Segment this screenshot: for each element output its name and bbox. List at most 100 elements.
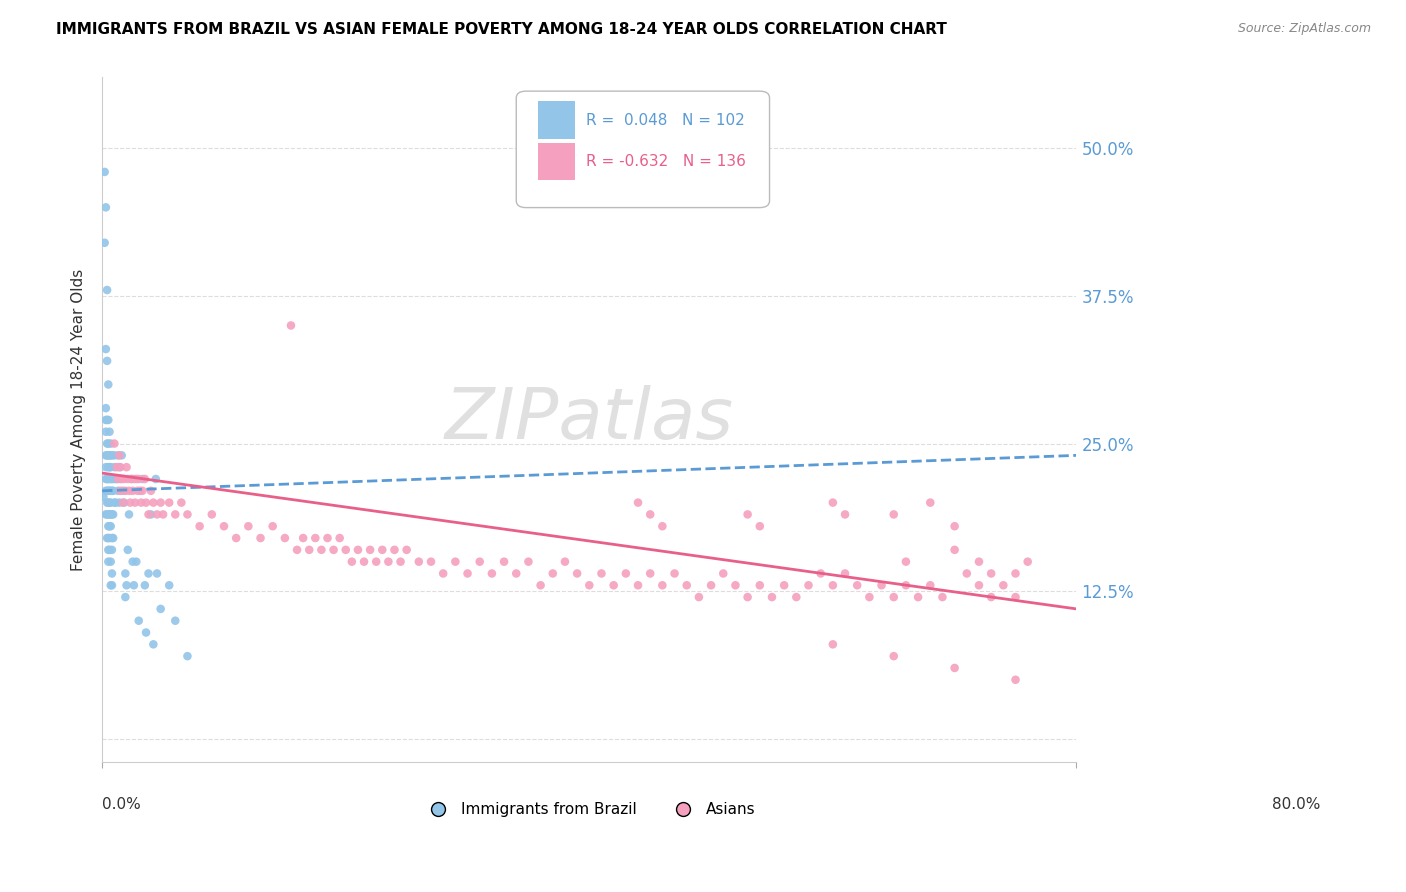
Point — [322, 542, 344, 557]
Point — [110, 460, 132, 475]
Point — [101, 483, 124, 498]
Point — [152, 508, 174, 522]
Point — [846, 578, 869, 592]
Point — [104, 472, 127, 486]
Point — [97, 542, 120, 557]
Point — [115, 578, 138, 592]
Point — [340, 555, 363, 569]
Point — [591, 566, 613, 581]
Point — [98, 531, 121, 545]
Point — [97, 377, 120, 392]
Point — [384, 542, 406, 557]
Point — [249, 531, 271, 545]
Point — [638, 566, 661, 581]
Point — [98, 472, 121, 486]
Point — [101, 449, 124, 463]
Point — [834, 508, 856, 522]
Point — [821, 637, 844, 651]
Point — [101, 542, 124, 557]
Legend: Immigrants from Brazil, Asians: Immigrants from Brazil, Asians — [418, 796, 762, 823]
Point — [111, 449, 134, 463]
Point — [420, 555, 443, 569]
Point — [103, 449, 125, 463]
Point — [176, 508, 198, 522]
Point — [128, 614, 150, 628]
Point — [920, 578, 942, 592]
Point — [870, 578, 893, 592]
Point — [711, 566, 734, 581]
Point — [675, 578, 697, 592]
Point — [94, 200, 117, 214]
Point — [457, 566, 479, 581]
Point — [94, 413, 117, 427]
Point — [565, 566, 588, 581]
Point — [96, 508, 118, 522]
FancyBboxPatch shape — [516, 91, 769, 208]
Point — [602, 578, 624, 592]
Point — [664, 566, 686, 581]
Point — [124, 495, 146, 509]
Point — [108, 460, 131, 475]
Point — [737, 590, 759, 604]
Point — [956, 566, 979, 581]
Point — [517, 555, 540, 569]
Point — [125, 472, 148, 486]
Point — [967, 578, 990, 592]
Point — [894, 555, 917, 569]
Point — [176, 649, 198, 664]
Point — [115, 460, 138, 475]
Point — [101, 472, 124, 486]
Point — [371, 542, 394, 557]
Point — [135, 625, 157, 640]
Point — [100, 460, 122, 475]
Point — [359, 542, 381, 557]
Point — [149, 495, 172, 509]
Point — [145, 472, 167, 486]
Point — [98, 495, 121, 509]
Point — [304, 531, 326, 545]
Point — [146, 508, 169, 522]
Point — [110, 472, 132, 486]
Point — [614, 566, 637, 581]
Point — [188, 519, 211, 533]
Point — [101, 472, 124, 486]
Point — [262, 519, 284, 533]
Point — [316, 531, 339, 545]
Point — [98, 460, 121, 475]
Point — [125, 555, 148, 569]
Point — [96, 495, 118, 509]
Point — [101, 531, 124, 545]
Point — [100, 436, 122, 450]
Point — [128, 472, 150, 486]
Point — [993, 578, 1015, 592]
Point — [96, 449, 118, 463]
Point — [139, 483, 162, 498]
Point — [688, 590, 710, 604]
Point — [107, 449, 129, 463]
Point — [98, 425, 121, 439]
Point — [122, 578, 145, 592]
Point — [138, 508, 160, 522]
Point — [858, 590, 880, 604]
Text: Source: ZipAtlas.com: Source: ZipAtlas.com — [1237, 22, 1371, 36]
Point — [529, 578, 551, 592]
Point — [931, 590, 953, 604]
Point — [212, 519, 235, 533]
Point — [112, 472, 135, 486]
Text: 80.0%: 80.0% — [1271, 797, 1320, 812]
Point — [101, 578, 124, 592]
Point — [894, 578, 917, 592]
Point — [97, 472, 120, 486]
Point — [280, 318, 302, 333]
Point — [127, 483, 149, 498]
Point — [432, 566, 454, 581]
Point — [444, 555, 467, 569]
Point — [238, 519, 260, 533]
Point — [101, 483, 124, 498]
Point — [170, 495, 193, 509]
Y-axis label: Female Poverty Among 18-24 Year Olds: Female Poverty Among 18-24 Year Olds — [72, 268, 86, 571]
Point — [114, 590, 136, 604]
Point — [104, 495, 127, 509]
Point — [505, 566, 527, 581]
Point — [165, 614, 187, 628]
